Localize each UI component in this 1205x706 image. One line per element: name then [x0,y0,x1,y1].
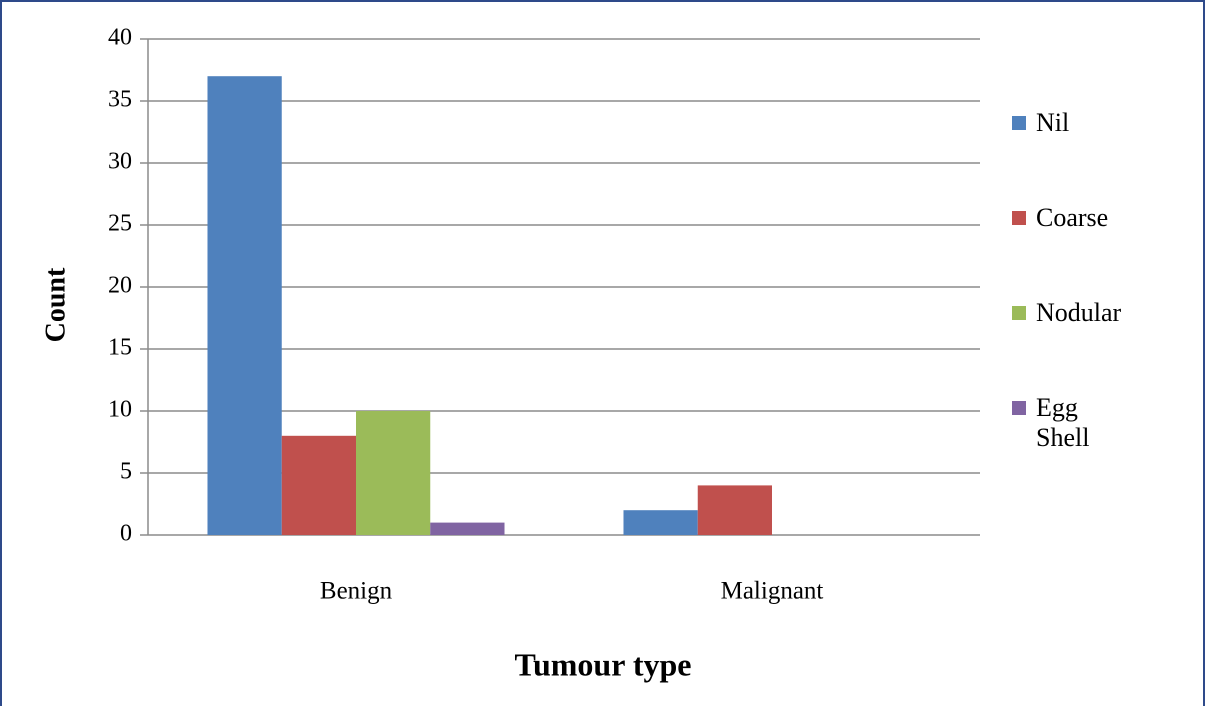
legend-label: Coarse [1036,203,1109,232]
y-tick-label: 25 [108,211,132,237]
legend: Nil Coarse Nodular Egg Shell [1012,108,1162,488]
bar [697,485,772,535]
legend-swatch [1012,401,1026,415]
legend-item: Egg Shell [1012,393,1146,488]
y-tick-label: 15 [108,335,132,361]
bar [356,411,431,535]
legend-item: Coarse [1012,203,1146,298]
x-tick-label: Benign [320,578,393,605]
legend-label: Nil [1036,108,1070,137]
y-tick-label: 0 [120,521,132,547]
legend-label: Egg Shell [1036,393,1090,452]
legend-swatch [1012,116,1026,130]
bar [281,435,356,535]
legend-swatch [1012,211,1026,225]
y-tick-label: 5 [120,459,132,485]
bar [623,510,698,535]
y-tick-label: 40 [108,25,132,51]
legend-label: Nodular [1036,298,1122,327]
y-tick-label: 35 [108,87,132,113]
x-axis-title: Tumour type [515,646,692,682]
legend-swatch [1012,306,1026,320]
y-tick-label: 30 [108,149,132,175]
y-axis-title: Count [40,267,71,342]
bar [430,522,505,535]
legend-item: Nil [1012,108,1146,203]
x-tick-label: Malignant [721,578,824,605]
legend-item: Nodular [1012,298,1146,393]
y-tick-label: 10 [108,397,132,423]
y-tick-label: 20 [108,273,132,299]
bar [207,76,282,535]
